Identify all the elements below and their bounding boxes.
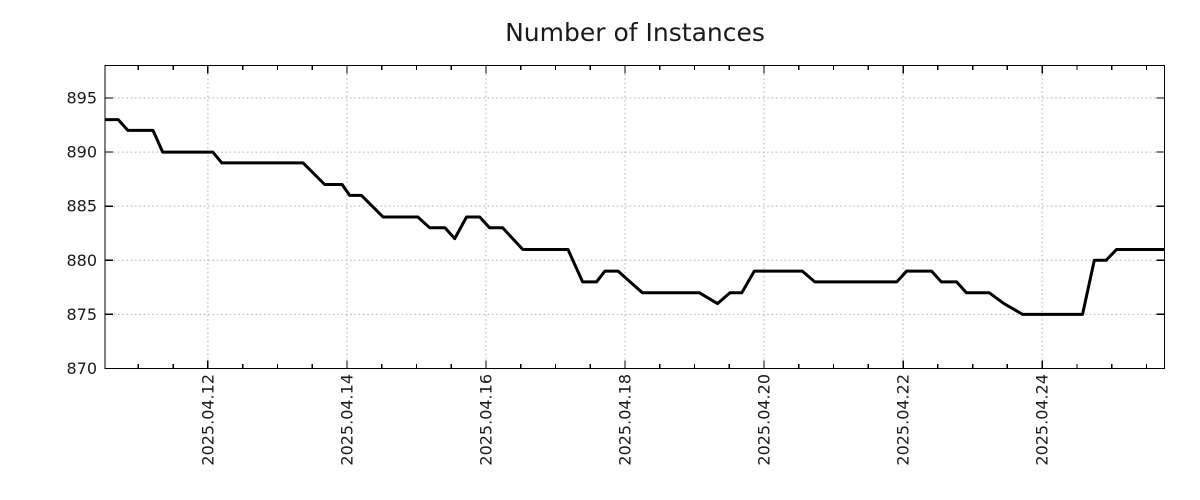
chart-title: Number of Instances [505,18,765,47]
x-tick-label: 2025.04.14 [337,374,356,466]
y-tick-label: 890 [66,143,97,162]
x-tick-label: 2025.04.24 [1033,374,1052,466]
x-tick-labels: 2025.04.12 2025.04.14 2025.04.16 2025.04.18… [198,374,1051,466]
x-tick-label: 2025.04.16 [476,374,495,466]
y-tick-label: 870 [66,359,97,378]
grid-lines [105,65,1165,369]
axis-ticks [105,65,1165,370]
y-tick-label: 880 [66,251,97,270]
y-tick-label: 885 [66,197,97,216]
x-tick-label: 2025.04.12 [198,374,217,466]
plot-border [104,64,1166,370]
y-tick-labels: 870 875 880 885 890 895 [66,88,97,378]
x-tick-label: 2025.04.22 [894,374,913,466]
x-tick-label: 2025.04.18 [616,374,635,466]
y-tick-label: 895 [66,88,97,107]
y-tick-label: 875 [66,305,97,324]
series-line [105,118,1165,316]
x-tick-label: 2025.04.20 [755,374,774,466]
